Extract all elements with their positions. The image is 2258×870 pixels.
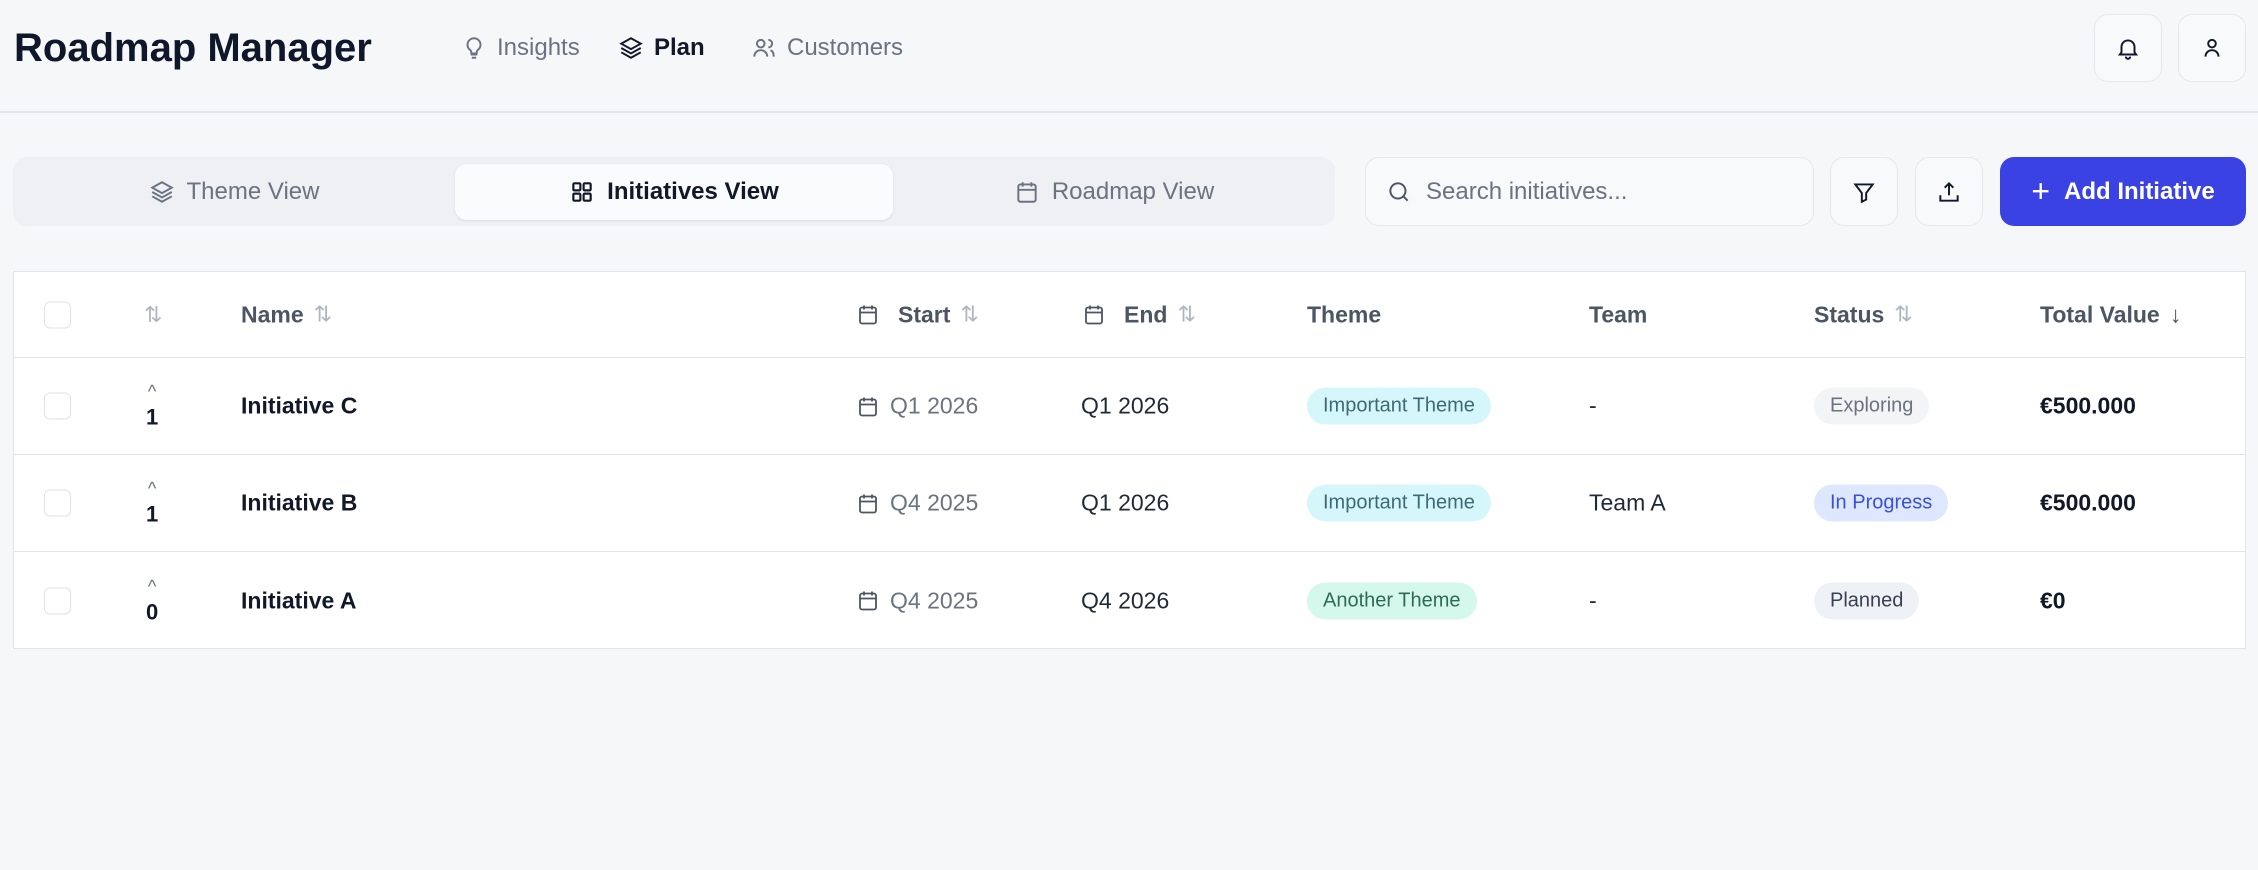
row-checkbox[interactable] — [44, 587, 71, 614]
end-date[interactable]: Q4 2026 — [1081, 587, 1170, 613]
add-initiative-button[interactable]: + Add Initiative — [2000, 157, 2246, 226]
total-value: €500.000 — [2040, 392, 2136, 419]
search-input[interactable] — [1426, 177, 1786, 206]
start-date[interactable]: Q1 2026 — [890, 392, 979, 419]
sort-icon[interactable]: ⇅ — [1894, 301, 1913, 327]
layers-icon — [149, 181, 174, 203]
nav-plan[interactable]: Plan — [618, 34, 705, 62]
tab-roadmap-view[interactable]: Roadmap View — [900, 164, 1328, 220]
team: - — [1589, 392, 1597, 419]
nav-label: Plan — [654, 34, 705, 61]
theme-badge: Important Theme — [1307, 387, 1491, 425]
column-total-value[interactable]: Total Value — [2040, 301, 2160, 327]
initiative-name[interactable]: Initiative A — [241, 587, 357, 613]
layers-icon — [619, 37, 643, 59]
initiative-name[interactable]: Initiative C — [241, 392, 358, 419]
upvote-icon[interactable]: ^ — [147, 478, 157, 499]
bell-icon — [2117, 39, 2139, 60]
nav-customers[interactable]: Customers — [751, 34, 903, 62]
search-box[interactable] — [1365, 157, 1814, 226]
profile-button[interactable] — [2178, 14, 2246, 82]
column-start[interactable]: Start — [898, 301, 951, 327]
end-date[interactable]: Q1 2026 — [1081, 392, 1170, 419]
sort-icon[interactable]: ⇅ — [960, 301, 979, 327]
nav-label: Customers — [787, 34, 904, 61]
start-date[interactable]: Q4 2025 — [890, 489, 979, 516]
vote-count: 1 — [146, 404, 159, 430]
tab-initiatives-view[interactable]: Initiatives View — [455, 164, 893, 220]
row-checkbox[interactable] — [44, 392, 71, 420]
team: Team A — [1589, 489, 1666, 516]
plus-icon: + — [2031, 173, 2050, 209]
column-name[interactable]: Name — [241, 301, 304, 327]
status-badge[interactable]: Exploring — [1814, 387, 1930, 425]
users-icon — [753, 38, 775, 57]
calendar-icon — [859, 494, 877, 513]
table-header: ⇅ Name ⇅ Start ⇅ End ⇅ Theme Team Status ⇅ T… — [14, 272, 2245, 358]
app-title: Roadmap Manager — [14, 26, 372, 70]
table-row[interactable]: ^ 0 Initiative A Q4 2025 Q4 2026 Another … — [14, 552, 2245, 649]
tab-label: Roadmap View — [1051, 178, 1215, 205]
column-team: Team — [1589, 301, 1648, 327]
column-theme: Theme — [1307, 301, 1382, 327]
tab-label: Theme View — [186, 178, 320, 205]
initiatives-table: ⇅ Name ⇅ Start ⇅ End ⇅ Theme Team Status ⇅ T… — [13, 271, 2246, 649]
row-checkbox[interactable] — [44, 489, 71, 517]
tab-theme-view[interactable]: Theme View — [20, 164, 448, 220]
start-date[interactable]: Q4 2025 — [890, 587, 979, 613]
theme-badge: Important Theme — [1307, 484, 1491, 522]
theme-badge: Another Theme — [1307, 582, 1477, 619]
notifications-button[interactable] — [2094, 14, 2162, 82]
column-end[interactable]: End — [1124, 301, 1168, 327]
upvote-icon[interactable]: ^ — [147, 381, 157, 402]
vote-count: 0 — [146, 599, 159, 624]
upvote-icon[interactable]: ^ — [147, 576, 157, 596]
vote-count: 1 — [146, 501, 159, 527]
user-icon — [2204, 38, 2220, 57]
calendar-icon — [859, 305, 877, 325]
initiative-name[interactable]: Initiative B — [241, 489, 358, 516]
table-row[interactable]: ^ 1 Initiative B Q4 2025 Q1 2026 Importan… — [14, 455, 2245, 552]
end-date[interactable]: Q1 2026 — [1081, 489, 1170, 516]
upload-icon — [1939, 181, 1959, 202]
search-icon — [1389, 181, 1409, 201]
select-all-checkbox[interactable] — [44, 301, 71, 328]
calendar-icon — [1085, 305, 1103, 325]
filter-icon — [1853, 182, 1875, 203]
tab-label: Initiatives View — [607, 178, 779, 205]
nav-insights[interactable]: Insights — [461, 34, 580, 62]
sort-desc-icon[interactable]: ↓ — [2169, 301, 2182, 327]
nav-label: Insights — [497, 34, 580, 61]
grid-icon — [572, 182, 592, 202]
team: - — [1589, 587, 1597, 613]
status-badge[interactable]: In Progress — [1814, 484, 1949, 522]
lightbulb-icon — [466, 37, 482, 59]
filter-button[interactable] — [1830, 157, 1898, 226]
status-badge[interactable]: Planned — [1814, 582, 1920, 619]
column-status[interactable]: Status — [1814, 301, 1885, 327]
view-tabs: Theme View Initiatives View Roadmap View — [13, 157, 1335, 226]
calendar-icon — [1017, 182, 1037, 203]
add-initiative-label: Add Initiative — [2064, 177, 2215, 205]
calendar-icon — [859, 591, 877, 611]
sort-votes-icon[interactable]: ⇅ — [144, 301, 163, 327]
total-value: €500.000 — [2040, 489, 2136, 516]
sort-icon[interactable]: ⇅ — [313, 301, 333, 327]
sort-icon[interactable]: ⇅ — [1177, 301, 1196, 327]
table-row[interactable]: ^ 1 Initiative C Q1 2026 Q1 2026 Importan… — [14, 358, 2245, 455]
top-header: Roadmap Manager Insights Plan Customers — [0, 0, 2258, 113]
calendar-icon — [859, 397, 877, 416]
export-button[interactable] — [1915, 157, 1983, 226]
total-value: €0 — [2040, 587, 2066, 613]
